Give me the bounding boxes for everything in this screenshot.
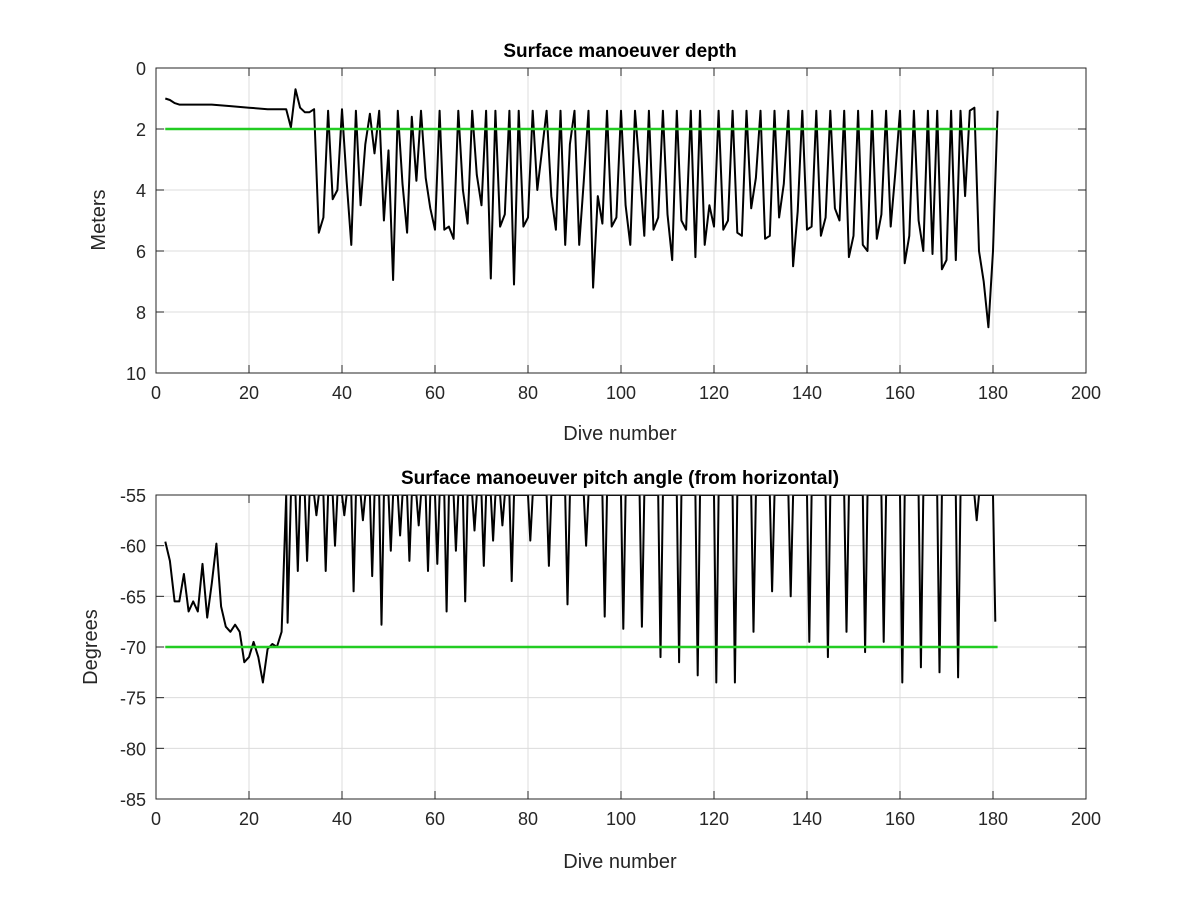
x-axis-label: Dive number (563, 423, 677, 445)
tick-labels: 0 20 40 60 80 100 120 140 160 180 200 -55 -60 -65 -70 -… (120, 486, 1101, 829)
x-tick-label: 160 (885, 809, 915, 829)
x-tick-label: 60 (425, 809, 445, 829)
data-series-line (164, 495, 997, 684)
x-tick-label: 100 (606, 809, 636, 829)
x-tick-label: 40 (332, 809, 352, 829)
y-tick-label: 10 (126, 364, 146, 384)
data-series-line (164, 88, 999, 329)
y-tick-label: 6 (136, 242, 146, 262)
y-axis-label: Meters (88, 189, 110, 250)
x-tick-label: 160 (885, 383, 915, 403)
x-tick-label: 80 (518, 809, 538, 829)
y-tick-label: -85 (120, 790, 146, 810)
y-tick-label: 8 (136, 303, 146, 323)
y-tick-label: -55 (120, 486, 146, 506)
y-tick-label: -65 (120, 587, 146, 607)
x-tick-label: 120 (699, 809, 729, 829)
x-tick-label: 20 (239, 809, 259, 829)
y-tick-label: 4 (136, 181, 146, 201)
x-tick-label: 0 (151, 809, 161, 829)
series (164, 495, 998, 684)
y-tick-label: -70 (120, 638, 146, 658)
x-tick-label: 180 (978, 809, 1008, 829)
y-axis-label: Degrees (80, 609, 102, 685)
x-tick-label: 200 (1071, 383, 1101, 403)
y-tick-label: -60 (120, 537, 146, 557)
x-tick-label: 140 (792, 809, 822, 829)
x-tick-label: 180 (978, 383, 1008, 403)
chart-title: Surface manoeuver depth (503, 41, 736, 62)
x-tick-label: 40 (332, 383, 352, 403)
chart-title: Surface manoeuver pitch angle (from hori… (401, 468, 839, 489)
x-tick-label: 80 (518, 383, 538, 403)
x-tick-label: 140 (792, 383, 822, 403)
x-tick-label: 100 (606, 383, 636, 403)
x-tick-label: 60 (425, 383, 445, 403)
tick-labels: 0 20 40 60 80 100 120 140 160 180 200 0 2 4 6 8 10 (126, 59, 1101, 403)
depth-chart: Surface manoeuver depth Dive number Mete… (88, 41, 1101, 445)
series (164, 88, 999, 329)
x-tick-label: 0 (151, 383, 161, 403)
y-tick-label: -75 (120, 689, 146, 709)
x-tick-label: 200 (1071, 809, 1101, 829)
x-tick-label: 120 (699, 383, 729, 403)
x-tick-label: 20 (239, 383, 259, 403)
axes-frame (155, 494, 1087, 800)
x-axis-label: Dive number (563, 851, 677, 873)
y-tick-label: -80 (120, 739, 146, 759)
pitch-angle-chart: Surface manoeuver pitch angle (from hori… (80, 468, 1101, 873)
y-tick-label: 2 (136, 120, 146, 140)
y-tick-label: 0 (136, 59, 146, 79)
axes-frame (155, 67, 1087, 374)
